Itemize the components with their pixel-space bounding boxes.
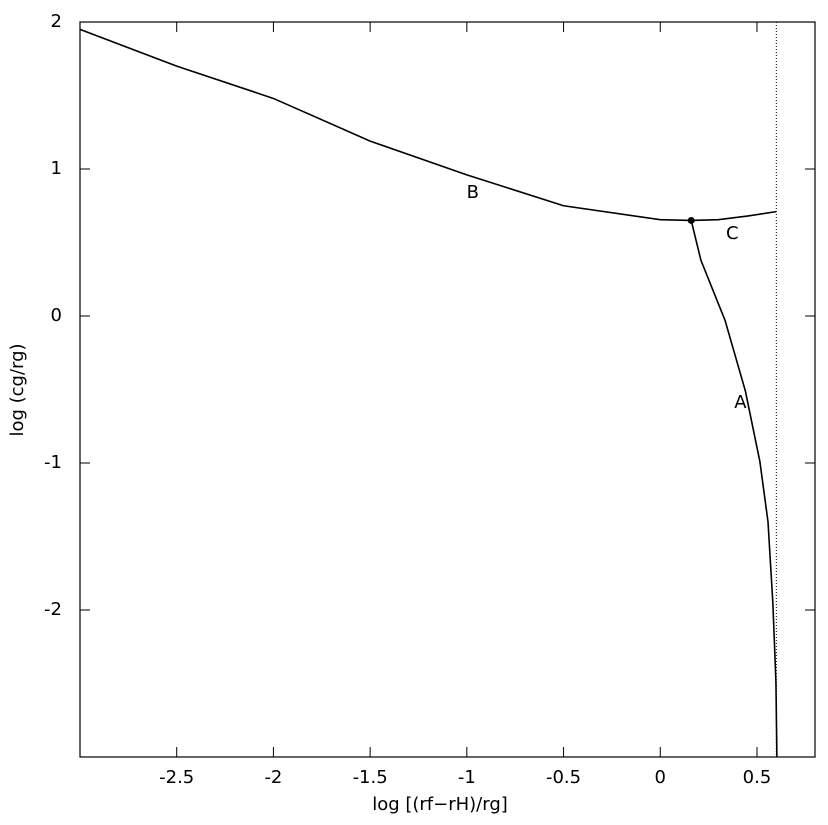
curve-label: B	[467, 182, 479, 203]
x-tick-label: -2.5	[159, 767, 194, 788]
x-tick-label: -0.5	[546, 767, 581, 788]
plot-frame	[79, 21, 816, 758]
curve	[79, 28, 692, 222]
y-axis-label: log (cg/rg)	[7, 343, 28, 436]
x-tick-label: -1	[458, 767, 476, 788]
junction-point	[687, 216, 695, 224]
x-tick-label: -2	[264, 767, 282, 788]
y-tick-label: -2	[44, 599, 62, 620]
curve-label: C	[726, 223, 739, 244]
curve	[691, 210, 777, 222]
x-axis-label: log [(rf−rH)/rg]	[372, 794, 508, 815]
y-tick-label: 2	[51, 11, 62, 32]
y-tick-label: 0	[51, 305, 62, 326]
y-tick-label: -1	[44, 452, 62, 473]
y-tick-label: 1	[51, 158, 62, 179]
x-tick-label: -1.5	[353, 767, 388, 788]
curve-label: A	[734, 392, 747, 413]
x-tick-label: 0.5	[743, 767, 772, 788]
x-tick-label: 0	[655, 767, 666, 788]
curve	[690, 220, 778, 758]
